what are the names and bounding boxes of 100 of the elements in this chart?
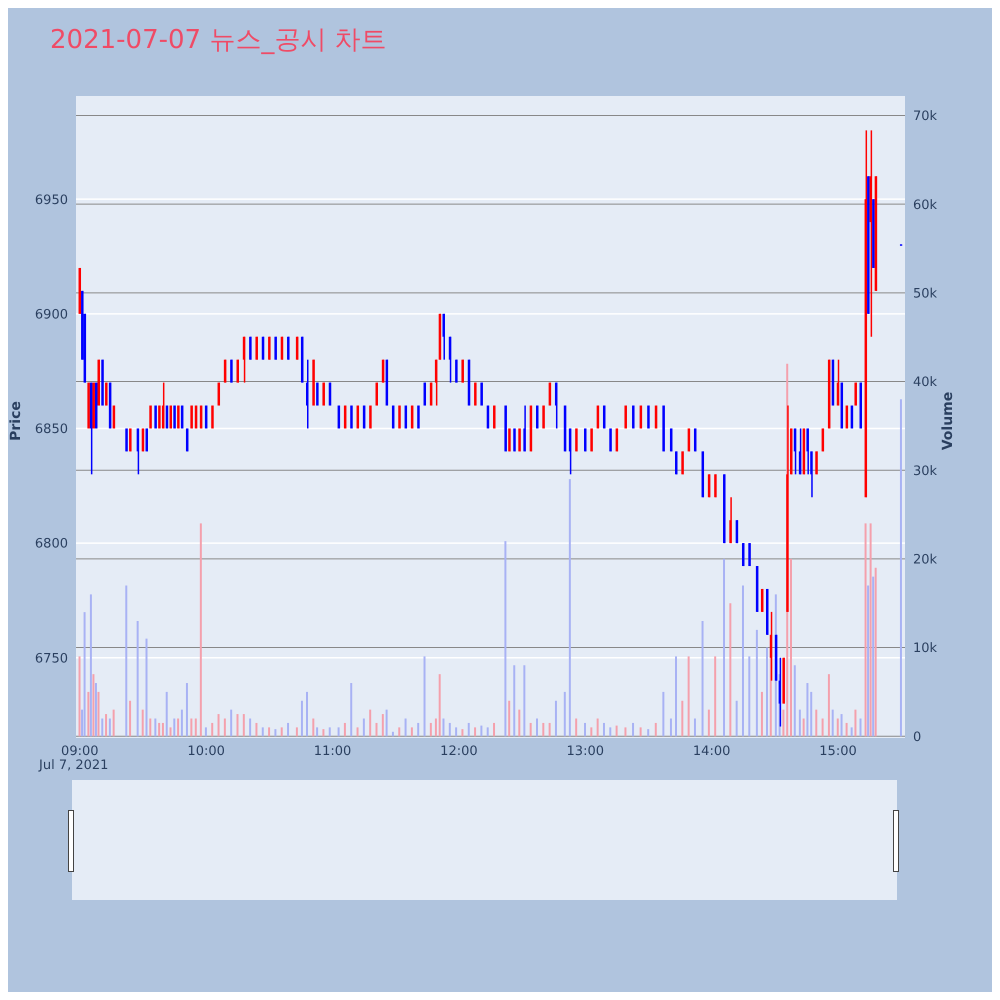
bar xyxy=(97,692,100,736)
bar xyxy=(794,665,796,736)
bar xyxy=(94,683,97,736)
bar xyxy=(173,718,176,736)
bar xyxy=(296,727,298,736)
bar xyxy=(78,656,81,736)
y-tick-label: 6750 xyxy=(34,651,68,666)
x-tick-label: 11:00 xyxy=(314,744,352,760)
y-tick-label: 6850 xyxy=(34,422,68,438)
bar xyxy=(832,710,834,736)
bar xyxy=(486,727,489,736)
bar xyxy=(180,710,183,736)
bar xyxy=(125,585,128,736)
bar xyxy=(162,722,164,736)
x-tick-label: 10:00 xyxy=(187,744,225,760)
bar xyxy=(87,692,90,736)
bar xyxy=(312,718,314,736)
y-tick-label: 6950 xyxy=(34,192,68,208)
bar xyxy=(242,714,245,736)
bar xyxy=(736,700,738,736)
bar xyxy=(112,710,115,736)
bar xyxy=(461,729,464,736)
bar xyxy=(154,718,156,736)
bar xyxy=(748,656,750,736)
bar xyxy=(474,727,476,736)
bar xyxy=(836,718,839,736)
bar xyxy=(177,718,180,736)
bar xyxy=(382,714,384,736)
bar xyxy=(362,718,365,736)
bar xyxy=(624,727,626,736)
bar xyxy=(729,603,732,736)
y2-tick-label: 40k xyxy=(913,375,938,390)
bar xyxy=(513,665,516,736)
bar xyxy=(662,692,664,736)
bar xyxy=(146,638,148,736)
bar xyxy=(616,726,618,736)
bar xyxy=(846,722,848,736)
bar xyxy=(386,710,388,736)
y2-axis-title: Volume xyxy=(940,390,956,452)
bar xyxy=(647,729,650,736)
bar xyxy=(92,674,94,736)
bar xyxy=(376,722,378,736)
bar xyxy=(714,656,716,736)
bar xyxy=(249,718,252,736)
bar xyxy=(306,692,308,736)
bar xyxy=(204,727,207,736)
bar xyxy=(815,710,818,736)
y-tick-label: 6900 xyxy=(34,307,68,322)
x-tick-label: 15:00 xyxy=(819,744,857,760)
bar xyxy=(442,718,444,736)
bar xyxy=(322,729,324,736)
bar xyxy=(316,727,318,736)
bar xyxy=(854,710,856,736)
chart-title: 2021-07-07 뉴스_공시 차트 xyxy=(50,24,387,57)
bar xyxy=(575,718,578,736)
bar xyxy=(564,692,566,736)
bar xyxy=(136,620,139,736)
bar xyxy=(236,714,238,736)
bar xyxy=(129,700,132,736)
bar xyxy=(756,630,758,736)
bar xyxy=(518,710,520,736)
bar xyxy=(806,683,808,736)
bar xyxy=(840,714,843,736)
bar xyxy=(828,674,830,736)
bar xyxy=(230,710,232,736)
bar xyxy=(850,727,853,736)
bar xyxy=(554,700,557,736)
bar xyxy=(708,710,710,736)
bar xyxy=(170,727,172,736)
y-axis-title: Price xyxy=(8,400,24,443)
bar xyxy=(101,718,104,736)
bar xyxy=(149,718,152,736)
bar xyxy=(142,710,144,736)
bar xyxy=(688,656,690,736)
bar xyxy=(504,541,506,736)
bar xyxy=(694,718,696,736)
y2-tick-label: 10k xyxy=(913,641,938,656)
bar xyxy=(262,727,264,736)
bar xyxy=(186,683,188,736)
bar xyxy=(640,727,642,736)
bar xyxy=(798,710,801,736)
bar xyxy=(417,722,420,736)
bar xyxy=(194,718,197,736)
bar xyxy=(438,674,441,736)
y2-tick-label: 60k xyxy=(913,198,938,213)
bar xyxy=(410,727,413,736)
bar xyxy=(675,656,678,736)
y-tick-label: 6800 xyxy=(34,536,68,552)
bar xyxy=(338,727,340,736)
bar xyxy=(766,648,768,736)
bar xyxy=(448,722,451,736)
bar xyxy=(280,727,283,736)
bar xyxy=(584,722,586,736)
bar xyxy=(268,727,270,736)
x-tick-label: 09:00 xyxy=(61,744,99,760)
bar xyxy=(455,727,458,736)
bar xyxy=(287,722,290,736)
bar xyxy=(872,576,874,736)
bar xyxy=(681,700,684,736)
bar xyxy=(542,722,544,736)
